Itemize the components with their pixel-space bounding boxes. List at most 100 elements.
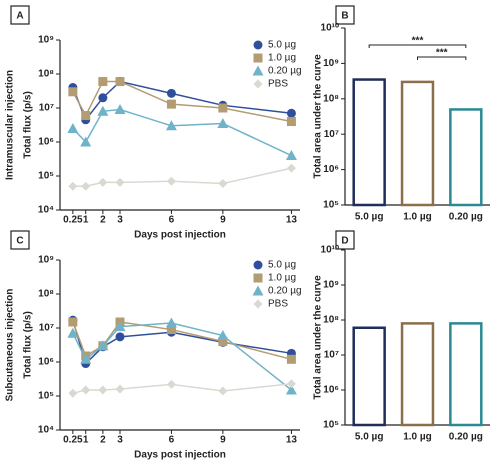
bar [449,322,483,427]
y-tick-label: 10¹⁰ [321,23,339,34]
x-tick-label: 9 [220,435,226,446]
series-line [72,321,292,361]
significance-label: *** [436,48,448,59]
marker [68,388,78,398]
marker [253,79,263,89]
x-tick-label: 0.20 µg [449,212,483,223]
y-axis-label: Total flux (p/s) [23,91,34,159]
marker [285,150,297,161]
y-tick-label: 10⁵ [323,420,339,431]
marker [218,103,228,113]
marker [68,317,78,327]
legend-label: 1.0 µg [268,53,296,64]
marker [68,181,78,191]
x-tick-label: 9 [220,215,226,226]
x-tick-label: 1 [83,435,89,446]
y-tick-label: 10⁷ [324,129,339,140]
y-tick-label: 10⁶ [323,385,339,396]
y-tick-label: 10⁵ [38,391,54,402]
y-tick-label: 10⁷ [39,323,54,334]
panel-letter-box [335,5,355,25]
significance-bracket [368,44,467,48]
series-line [72,108,292,157]
y-tick-label: 10⁹ [323,280,339,291]
marker [97,105,109,116]
marker [98,177,108,187]
marker [218,337,228,347]
legend-label: 0.20 µg [268,286,302,297]
x-tick-label: 1.0 µg [403,432,432,443]
marker [286,354,296,364]
marker [253,40,263,50]
bar [352,326,386,427]
y-tick-label: 10⁷ [324,350,339,361]
panel-letter-box [10,5,30,25]
x-tick-label: 5.0 µg [355,432,384,443]
y-tick-label: 10⁸ [323,315,339,326]
panel-letter: D [341,236,348,247]
legend-label: 5.0 µg [268,260,296,271]
series-line [72,322,292,391]
marker [252,285,264,296]
x-tick-label: 5.0 µg [355,212,384,223]
marker [114,321,126,332]
panel-letter: A [16,11,23,22]
x-axis-label: Days post injection [134,450,226,461]
bar [449,108,483,207]
marker [68,87,78,97]
bar [400,322,435,427]
marker [218,386,228,396]
marker [166,379,176,389]
marker [165,317,177,328]
marker [67,122,79,133]
significance-bracket [417,56,467,60]
marker [115,332,125,342]
marker [166,99,176,109]
marker [81,385,91,395]
x-tick-label: 13 [286,435,298,446]
legend-label: 0.20 µg [268,66,302,77]
y-axis-label: Total area under the curve [313,275,324,400]
y-axis-label: Total area under the curve [313,54,324,179]
legend-label: 1.0 µg [268,273,296,284]
y-tick-label: 10⁸ [38,289,54,300]
x-tick-label: 3 [117,215,123,226]
y-tick-label: 10⁶ [38,137,54,148]
marker [115,177,125,187]
marker [114,104,126,115]
y-tick-label: 10⁶ [38,357,54,368]
marker [98,93,108,103]
y-tick-label: 10⁹ [323,58,339,69]
x-tick-label: 0.25 [63,215,83,226]
marker [217,118,229,129]
y-tick-label: 10¹⁰ [321,245,339,256]
y-tick-label: 10⁴ [38,425,54,436]
x-tick-label: 3 [117,435,123,446]
marker [253,260,263,270]
marker [253,299,263,309]
y-axis-label: Total flux (p/s) [23,311,34,379]
x-tick-label: 1.0 µg [403,212,432,223]
bar [352,78,386,207]
legend-label: PBS [268,79,288,90]
row-label: Intramuscular injection [5,70,16,180]
marker [166,325,176,335]
marker [252,65,264,76]
legend-label: PBS [268,299,288,310]
marker [80,353,92,364]
y-tick-label: 10⁹ [38,35,54,46]
marker [166,88,176,98]
row-label: Subcutaneous injection [5,289,16,402]
marker [286,108,296,118]
marker [98,77,108,87]
y-tick-label: 10⁸ [38,69,54,80]
panel-letter-box [10,230,30,250]
y-tick-label: 10⁸ [323,93,339,104]
marker [217,330,229,341]
x-tick-label: 13 [286,215,298,226]
marker [286,163,296,173]
x-tick-label: 0.20 µg [449,432,483,443]
marker [286,117,296,127]
marker [81,181,91,191]
